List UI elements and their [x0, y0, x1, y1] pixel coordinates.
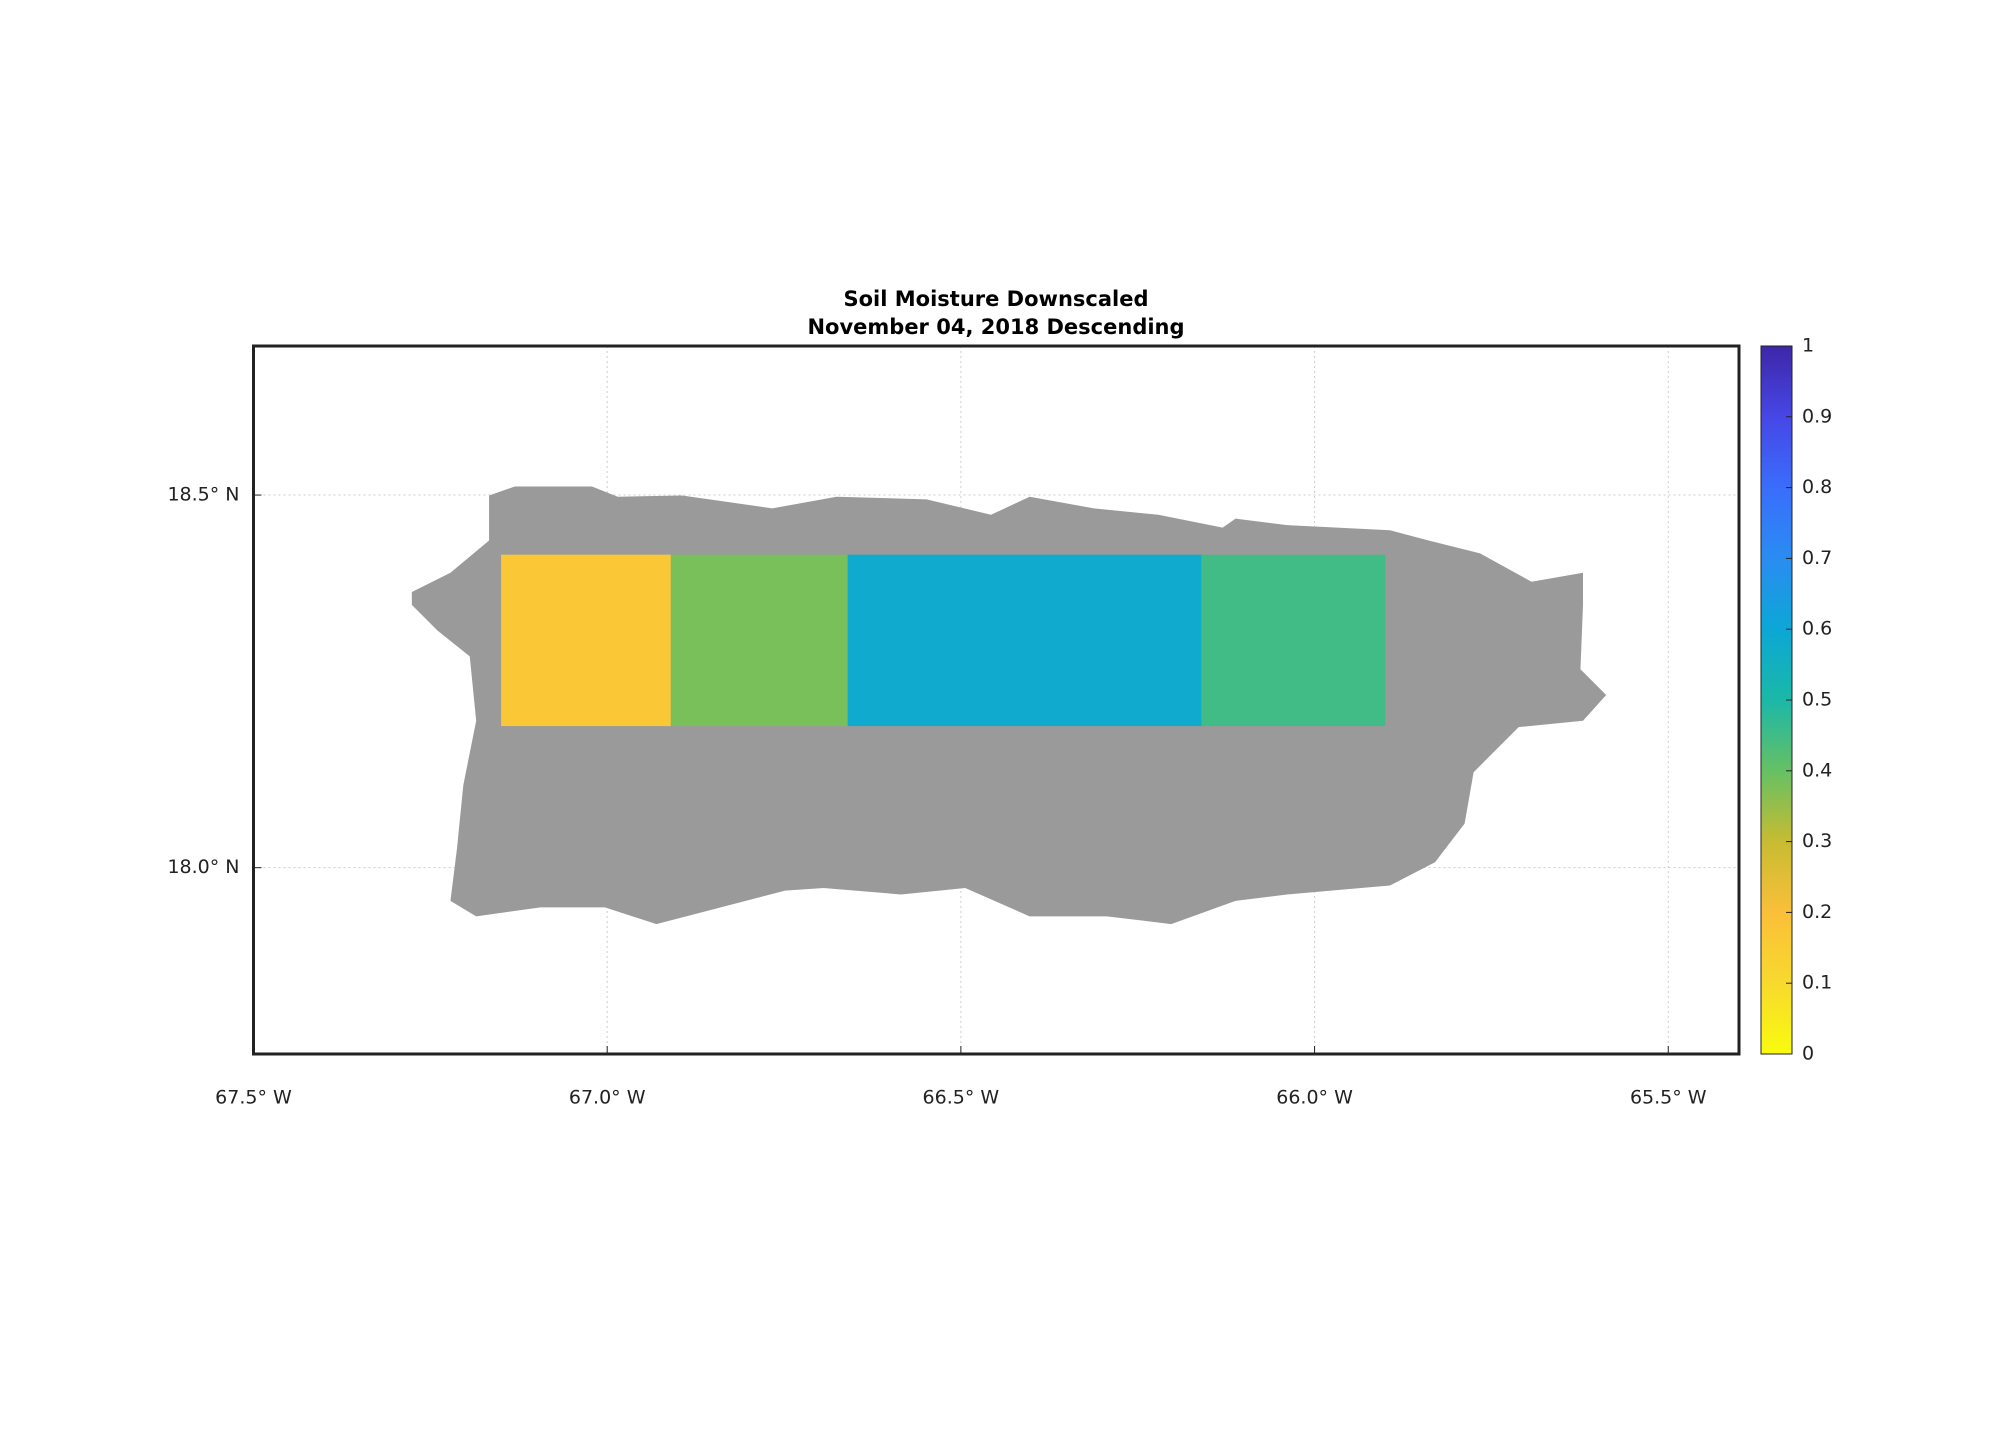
- x-tick-label: 67.5° W: [215, 1087, 292, 1109]
- subtitle: November 04, 2018 Descending: [807, 315, 1184, 339]
- soil-moisture-cell: [1201, 554, 1386, 727]
- x-tick-label: 66.5° W: [923, 1087, 1000, 1109]
- colorbar-tick-label: 0: [1802, 1043, 1814, 1065]
- axes-box: [252, 344, 1741, 1056]
- colorbar-tick-label: 0.7: [1802, 547, 1832, 569]
- x-tick-label: 66.0° W: [1276, 1087, 1353, 1109]
- colorbar-tick-label: 0.2: [1802, 901, 1832, 923]
- soil-moisture-cell: [501, 554, 671, 727]
- colorbar-tick-label: 0.9: [1802, 405, 1832, 427]
- title: Soil Moisture Downscaled: [844, 287, 1149, 311]
- y-tick-label: 18.5° N: [167, 484, 239, 506]
- x-tick-label: 67.0° W: [569, 1087, 646, 1109]
- colorbar-tick-label: 0.5: [1802, 689, 1832, 711]
- y-tick-label: 18.0° N: [167, 856, 239, 878]
- colorbar-tick-label: 0.3: [1802, 830, 1832, 852]
- colorbar-tick-label: 0.4: [1802, 759, 1832, 781]
- soil-moisture-cell: [670, 554, 848, 727]
- soil-moisture-cell: [847, 554, 1202, 727]
- swath: [501, 554, 1386, 727]
- colorbar-tick-label: 1: [1802, 335, 1814, 357]
- x-tick-label: 65.5° W: [1630, 1087, 1707, 1109]
- colorbar-tick-label: 0.6: [1802, 618, 1832, 640]
- colorbar-tick-label: 0.1: [1802, 972, 1832, 994]
- colorbar-tick-label: 0.8: [1802, 476, 1832, 498]
